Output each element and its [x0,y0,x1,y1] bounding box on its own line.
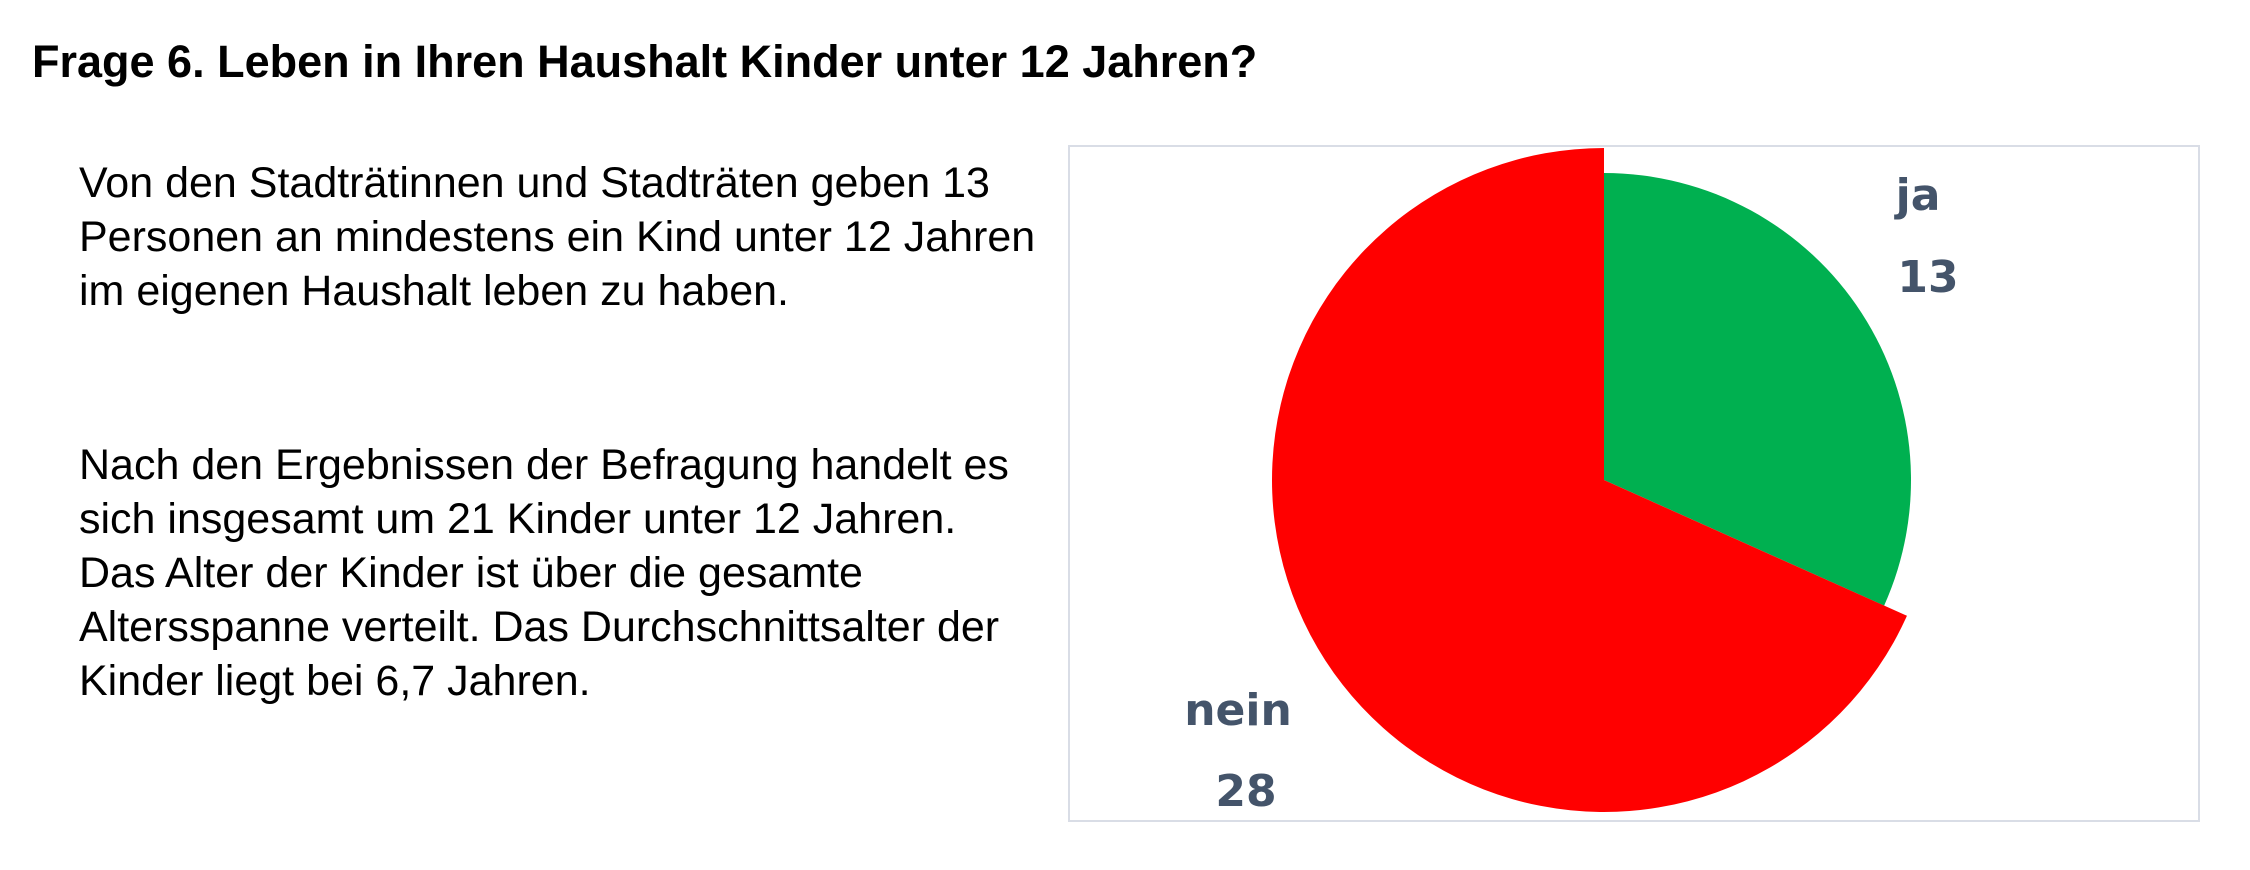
slice-value-ja: 13 [1897,252,1958,303]
slice-label-ja: ja [1894,170,1941,221]
paragraph-children-count: Von den Stadträtinnen und Stadträten geb… [79,159,1036,315]
page-title: Frage 6. Leben in Ihren Haushalt Kinder … [32,36,1258,87]
pie-slice-ja [1604,173,1911,606]
slice-value-nein: 28 [1215,766,1276,817]
paragraph-survey-results: Nach den Ergebnissen der Befragung hande… [79,441,1009,705]
slice-label-nein: nein [1184,685,1292,736]
pie-chart-frame [1068,145,2200,822]
pie-slice-nein [1271,148,1907,812]
